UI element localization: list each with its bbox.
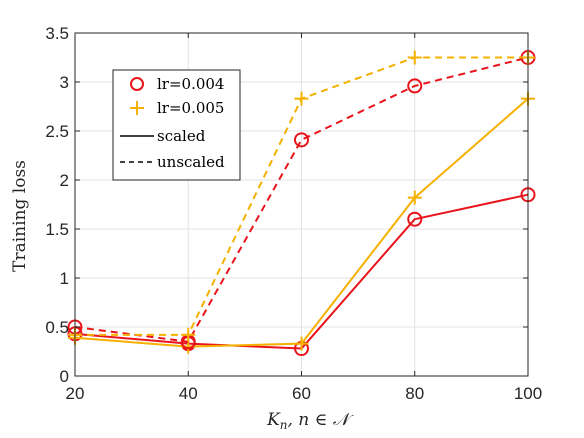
legend-marker-circle <box>130 77 144 91</box>
series-line <box>74 56 529 343</box>
data-point-plus <box>181 327 196 342</box>
y-tick-label: 0.5 <box>45 318 69 337</box>
data-point-plus <box>407 190 422 205</box>
x-tick-label: 20 <box>66 384 85 403</box>
y-tick-label: 2 <box>60 171 69 190</box>
legend-label-unscaled: unscaled <box>157 153 225 171</box>
data-point-circle <box>294 132 309 148</box>
x-tick-label: 80 <box>405 384 424 403</box>
data-point-plus <box>407 50 422 65</box>
x-axis-label: Kn, n ∈ 𝒩 <box>266 410 355 432</box>
legend-label-lr-0004: lr=0.004 <box>157 75 224 93</box>
axis-ticks: 20 40 60 80 100 0 0.5 1 1.5 2 2.5 3 3.5 <box>45 24 542 403</box>
y-tick-label: 0 <box>60 367 69 386</box>
y-tick-label: 1 <box>60 269 69 288</box>
y-tick-label: 1.5 <box>45 220 69 239</box>
series-layer <box>67 50 536 357</box>
legend-marker-plus <box>130 101 144 115</box>
x-tick-label: 100 <box>514 384 542 403</box>
x-tick-label: 60 <box>292 384 311 403</box>
legend: lr=0.004 lr=0.005 scaled unscaled <box>112 69 241 181</box>
y-tick-label: 3.5 <box>45 24 69 43</box>
grid-lines <box>74 32 529 377</box>
data-point-circle <box>407 211 423 227</box>
data-point-plus <box>294 91 309 106</box>
y-axis-label: Training loss <box>10 160 30 272</box>
y-tick-label: 3 <box>60 73 69 92</box>
y-tick-label: 2.5 <box>45 122 69 141</box>
x-tick-label: 40 <box>179 384 198 403</box>
legend-label-lr-0005: lr=0.005 <box>157 99 224 117</box>
data-point-circle <box>407 78 423 94</box>
legend-label-scaled: scaled <box>157 127 206 145</box>
data-point-plus <box>294 336 309 351</box>
